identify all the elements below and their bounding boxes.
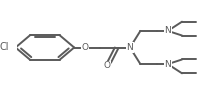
Text: O: O — [81, 43, 88, 52]
Text: Cl: Cl — [0, 42, 9, 53]
Text: N: N — [165, 60, 171, 69]
Text: O: O — [104, 61, 111, 70]
Text: N: N — [127, 43, 133, 52]
Text: N: N — [165, 26, 171, 35]
